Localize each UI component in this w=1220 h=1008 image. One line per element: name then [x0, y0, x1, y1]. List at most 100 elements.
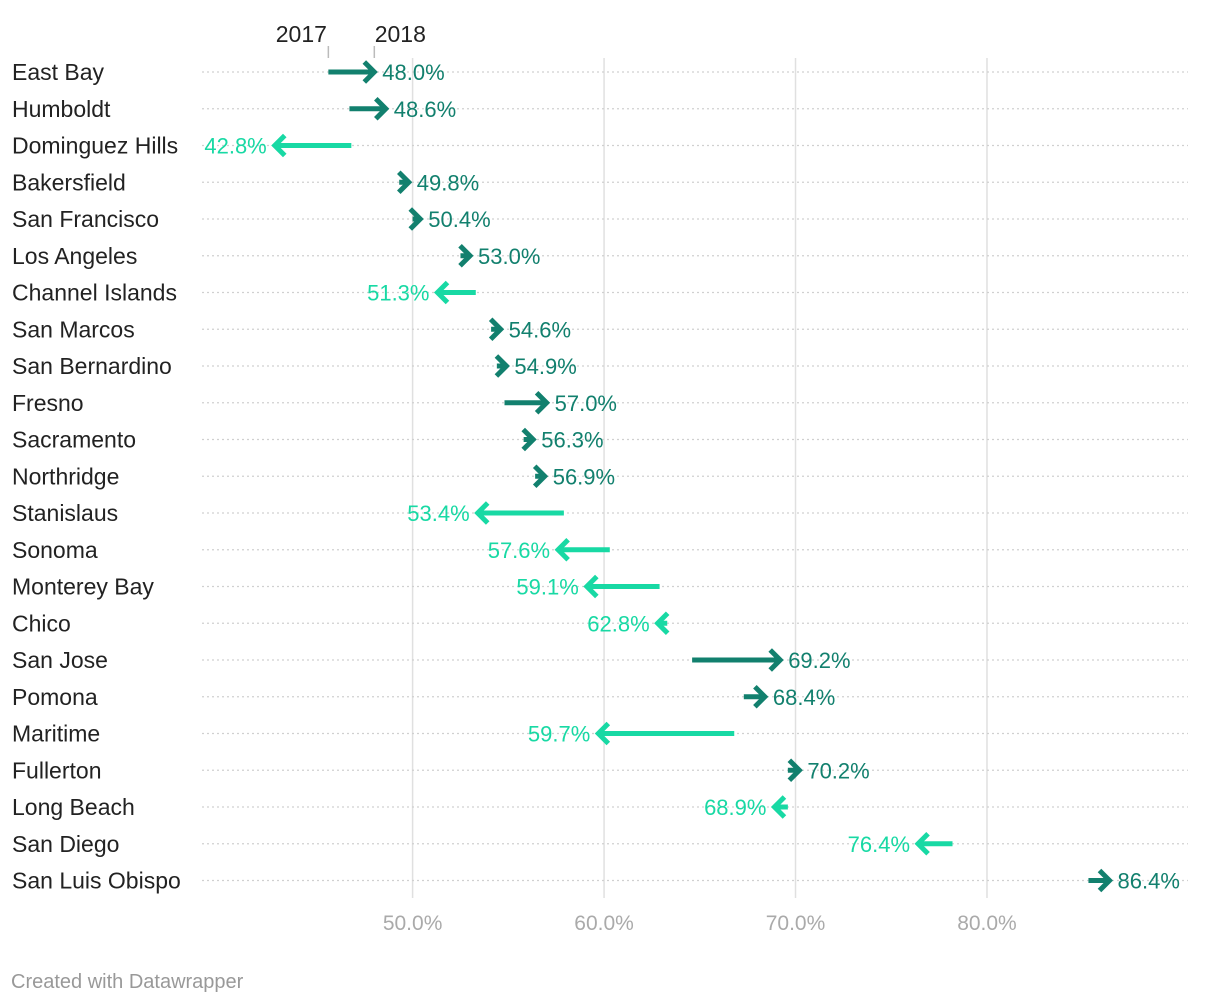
value-label: 69.2% [788, 648, 850, 673]
chart-row: San Jose 69.2% [12, 647, 1188, 673]
chart-row: Northridge 56.9% [12, 463, 1188, 489]
value-label: 70.2% [807, 758, 869, 783]
arrow-head [594, 721, 611, 746]
arrow-head [474, 501, 490, 525]
chart-row: Los Angeles 53.0% [12, 243, 1188, 269]
arrow-head [753, 684, 769, 709]
value-label: 59.7% [528, 722, 590, 747]
chart-row: Monterey Bay 59.1% [12, 574, 1188, 600]
value-label: 54.6% [509, 317, 571, 342]
x-tick-label: 70.0% [766, 912, 826, 935]
value-label: 49.8% [417, 170, 479, 195]
chart-row: Stanislaus 53.4% [12, 500, 1188, 526]
footer-credit: Created with Datawrapper [11, 971, 244, 993]
category-label: San Jose [12, 647, 108, 673]
category-label: San Marcos [12, 316, 135, 342]
chart-row: Fresno 57.0% [12, 390, 1188, 416]
value-label: 48.0% [382, 60, 444, 85]
chart-row: Pomona 68.4% [12, 684, 1188, 710]
value-label: 59.1% [516, 575, 578, 600]
value-label: 54.9% [514, 354, 576, 379]
category-label: Maritime [12, 721, 100, 747]
value-label: 68.4% [773, 685, 835, 710]
gridlines [411, 58, 988, 898]
chart-row: San Marcos 54.6% [12, 316, 1188, 342]
category-label: Sonoma [12, 537, 98, 563]
value-label: 56.9% [553, 464, 615, 489]
chart-row: Maritime 59.7% [12, 721, 1188, 747]
chart-row: Fullerton 70.2% [12, 757, 1188, 783]
arrow-head [583, 574, 599, 599]
arrow-head [654, 611, 670, 636]
arrow-head [554, 537, 570, 562]
chart-row: Bakersfield 49.8% [12, 169, 1188, 195]
arrow-head [532, 464, 549, 489]
category-label: Sacramento [12, 427, 136, 453]
chart-row: San Bernardino 54.9% [12, 353, 1188, 379]
chart-row: Chico 62.8% [12, 610, 1188, 636]
category-label: Fullerton [12, 757, 101, 783]
arrow-head [768, 648, 784, 672]
value-label: 42.8% [204, 134, 266, 159]
chart-row: East Bay 48.0% [12, 59, 1188, 85]
chart-rows: East Bay 48.0% Humboldt 48.6% Dominguez Hill… [12, 59, 1188, 894]
value-label: 51.3% [367, 281, 429, 306]
value-label: 50.4% [428, 207, 490, 232]
arrow-head [914, 831, 930, 856]
chart-row: Dominguez Hills 42.8% [12, 133, 1188, 159]
chart-row: San Luis Obispo 86.4% [12, 868, 1188, 894]
arrow-head [458, 243, 474, 268]
value-label: 76.4% [848, 832, 910, 857]
chart-row: San Diego 76.4% [12, 831, 1188, 857]
legend: 2017 2018 [276, 21, 426, 58]
value-label: 56.3% [541, 428, 603, 453]
arrow-head [1097, 868, 1114, 893]
arrow-head [488, 317, 505, 342]
category-label: Los Angeles [12, 243, 137, 269]
category-label: Chico [12, 610, 71, 636]
arrow-head [534, 390, 551, 415]
category-label: Dominguez Hills [12, 133, 178, 159]
arrow-head [494, 354, 510, 378]
category-label: Long Beach [12, 794, 135, 820]
chart-row: San Francisco 50.4% [12, 206, 1188, 232]
category-label: Humboldt [12, 96, 111, 122]
arrow-chart: 2017 2018 East Bay 48.0% Humboldt 48.6% Domi… [12, 21, 1188, 935]
value-label: 53.0% [478, 244, 540, 269]
chart-row: Humboldt 48.6% [12, 96, 1188, 122]
x-tick-label: 50.0% [383, 912, 443, 935]
category-label: San Luis Obispo [12, 868, 181, 894]
category-label: San Bernardino [12, 353, 172, 379]
value-label: 48.6% [394, 97, 456, 122]
x-tick-label: 60.0% [574, 912, 634, 935]
arrow-head [271, 133, 287, 158]
category-label: Northridge [12, 463, 119, 489]
category-label: San Francisco [12, 206, 159, 232]
arrow-head [521, 427, 537, 452]
arrow-head [787, 758, 803, 783]
value-label: 68.9% [704, 795, 766, 820]
category-label: Monterey Bay [12, 574, 154, 600]
arrow-head [397, 170, 413, 195]
value-label: 62.8% [587, 611, 649, 636]
category-label: San Diego [12, 831, 119, 857]
chart-row: Sacramento 56.3% [12, 427, 1188, 453]
arrow-head [770, 795, 787, 819]
value-label: 86.4% [1118, 869, 1180, 894]
category-label: Fresno [12, 390, 84, 416]
legend-start-label: 2017 [276, 21, 327, 47]
value-label: 57.6% [488, 538, 550, 563]
category-label: Channel Islands [12, 280, 177, 306]
arrow-head [433, 280, 450, 305]
x-axis: 50.0% 60.0% 70.0% 80.0% [383, 912, 1017, 935]
legend-end-label: 2018 [375, 21, 426, 47]
category-label: East Bay [12, 59, 105, 85]
category-label: Stanislaus [12, 500, 118, 526]
arrow-head [362, 60, 378, 84]
chart-row: Long Beach 68.9% [12, 794, 1188, 820]
arrow-head [374, 96, 390, 121]
category-label: Pomona [12, 684, 98, 710]
arrow-head [408, 207, 424, 231]
x-tick-label: 80.0% [957, 912, 1017, 935]
category-label: Bakersfield [12, 169, 126, 195]
